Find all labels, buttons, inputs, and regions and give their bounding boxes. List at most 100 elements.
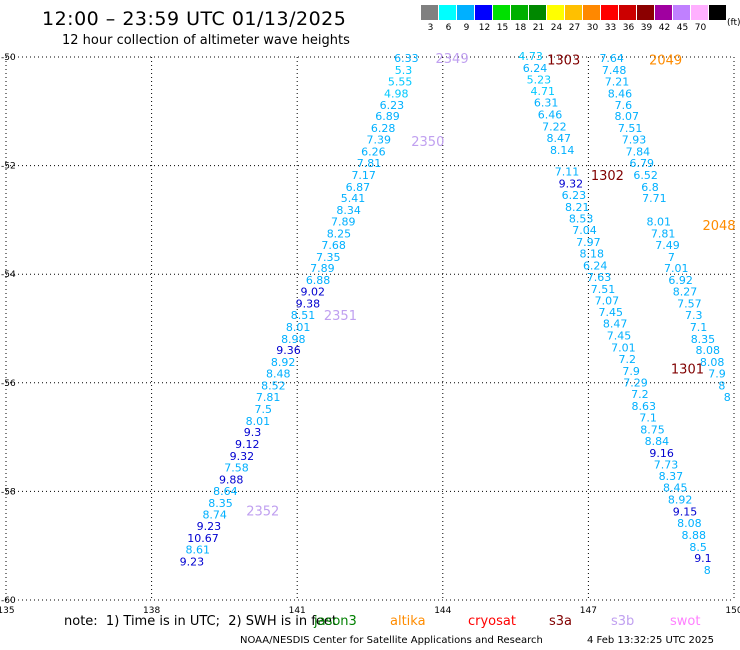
- data-point-s3b: 4.98: [384, 87, 409, 100]
- data-point-altika: 6.79: [630, 157, 655, 170]
- data-point-altika: 6.8: [641, 181, 659, 194]
- data-point-s3b: 5.41: [341, 192, 366, 205]
- footer-credit: NOAA/NESDIS Center for Satellite Applica…: [240, 635, 543, 646]
- data-point-s3b: 7.89: [310, 262, 335, 275]
- legend-swatch: [583, 5, 600, 20]
- data-point-altika: 6.92: [668, 274, 693, 287]
- data-point-s3a: 7.63: [587, 271, 612, 284]
- data-point-s3a: 8.18: [580, 248, 605, 261]
- x-tick-label: 147: [580, 606, 597, 616]
- data-point-s3a: 6.24: [583, 260, 608, 273]
- data-point-s3b: 8.61: [185, 544, 210, 557]
- satellite-cryosat: cryosat: [468, 614, 516, 629]
- data-point-s3b: 8.98: [281, 333, 306, 346]
- legend-label: 15: [496, 23, 509, 33]
- legend-swatch: [547, 5, 564, 20]
- data-point-s3b: 6.28: [371, 122, 396, 135]
- data-point-s3a: 8.45: [663, 482, 688, 495]
- data-point-altika: 7.71: [642, 192, 667, 205]
- data-point-altika: 8: [724, 391, 731, 404]
- pass-label: 2048: [702, 219, 735, 234]
- data-point-s3b: 7.58: [224, 462, 249, 475]
- data-point-s3a: 7.22: [542, 121, 567, 134]
- data-point-altika: 7.9: [708, 368, 726, 381]
- data-point-s3b: 9.3: [244, 426, 262, 439]
- y-tick-label: -54: [1, 270, 16, 280]
- data-point-altika: 7.01: [664, 262, 689, 275]
- data-point-s3a: 6.31: [534, 97, 559, 110]
- pass-label: 1303: [547, 54, 580, 69]
- data-point-s3a: 8.75: [640, 423, 665, 436]
- data-point-s3a: 7.11: [555, 166, 580, 179]
- data-point-s3a: 6.23: [562, 189, 587, 202]
- data-point-altika: 8.01: [647, 216, 672, 229]
- satellite-s3a: s3a: [549, 614, 573, 629]
- data-point-s3a: 8.88: [681, 529, 706, 542]
- data-point-s3a: 7.29: [623, 376, 648, 389]
- data-point-s3a: 8.37: [659, 470, 684, 483]
- data-point-s3b: 5.55: [388, 75, 413, 88]
- data-point-s3b: 7.68: [321, 239, 346, 252]
- legend-label: 24: [550, 23, 563, 33]
- data-point-s3a: 9.15: [673, 505, 698, 518]
- data-point-s3a: 8.08: [677, 517, 702, 530]
- y-tick-label: -60: [1, 596, 16, 606]
- legend-label: 3: [427, 23, 434, 33]
- data-point-s3a: 7.73: [654, 458, 679, 471]
- data-point-s3b: 7.17: [351, 169, 376, 182]
- data-point-s3b: 9.23: [180, 555, 205, 568]
- data-point-s3b: 6.88: [306, 274, 331, 287]
- legend-swatch: [637, 5, 654, 20]
- data-point-s3a: 7.07: [595, 294, 620, 307]
- data-point-s3b: 8.01: [246, 415, 271, 428]
- legend-swatch: [457, 5, 474, 20]
- data-point-altika: 7.6: [615, 99, 633, 112]
- data-point-s3a: 8.47: [603, 318, 628, 331]
- legend-label: 6: [445, 23, 452, 33]
- data-point-s3b: 7.89: [331, 216, 356, 229]
- data-point-altika: 7.64: [599, 52, 624, 65]
- pass-label: 2352: [246, 504, 279, 519]
- data-point-s3b: 8.51: [291, 309, 316, 322]
- data-point-s3b: 7.39: [366, 134, 391, 147]
- data-point-s3b: 8.01: [286, 321, 311, 334]
- legend-label: 42: [658, 23, 671, 33]
- data-point-s3b: 7.5: [254, 403, 272, 416]
- data-point-s3b: 9.02: [300, 286, 325, 299]
- data-point-s3a: 6.46: [538, 109, 563, 122]
- data-point-altika: 8.07: [614, 110, 639, 123]
- data-point-s3a: 6.24: [523, 62, 548, 75]
- legend-label: 70: [694, 23, 707, 33]
- data-point-s3b: 6.26: [361, 145, 386, 158]
- pass-label: 2351: [324, 309, 357, 324]
- data-point-s3b: 8.25: [327, 227, 352, 240]
- data-point-altika: 6.52: [633, 169, 658, 182]
- data-point-s3a: 8.63: [631, 400, 656, 413]
- legend-swatch: [691, 5, 708, 20]
- legend-unit: (ft): [727, 18, 740, 28]
- satellite-s3b: s3b: [611, 614, 635, 629]
- legend-swatch: [655, 5, 672, 20]
- x-tick-label: 150: [725, 606, 740, 616]
- data-point-s3b: 8.64: [213, 485, 238, 498]
- data-point-s3a: 5.23: [527, 73, 552, 86]
- data-point-altika: 7.49: [655, 239, 680, 252]
- data-point-s3b: 8.52: [261, 380, 286, 393]
- data-point-altika: 7: [668, 251, 675, 264]
- footer-note: note: 1) Time is in UTC; 2) SWH is in fe…: [64, 614, 337, 629]
- data-point-s3a: 8.47: [547, 132, 572, 145]
- data-point-altika: 7.48: [602, 64, 627, 77]
- data-point-altika: 7.84: [626, 145, 651, 158]
- data-point-altika: 7.21: [605, 75, 630, 88]
- data-point-altika: 8.35: [691, 333, 716, 346]
- data-point-s3a: 4.73: [518, 50, 543, 63]
- data-point-s3a: 7.01: [611, 342, 636, 355]
- data-point-s3b: 9.12: [235, 438, 260, 451]
- data-point-s3b: 6.23: [380, 99, 405, 112]
- data-point-s3b: 7.81: [256, 391, 281, 404]
- data-point-s3a: 8.53: [569, 212, 594, 225]
- legend-swatch: [709, 5, 726, 20]
- legend-swatch: [475, 5, 492, 20]
- data-point-s3a: 8.21: [565, 201, 590, 214]
- data-point-altika: 7.1: [690, 321, 708, 334]
